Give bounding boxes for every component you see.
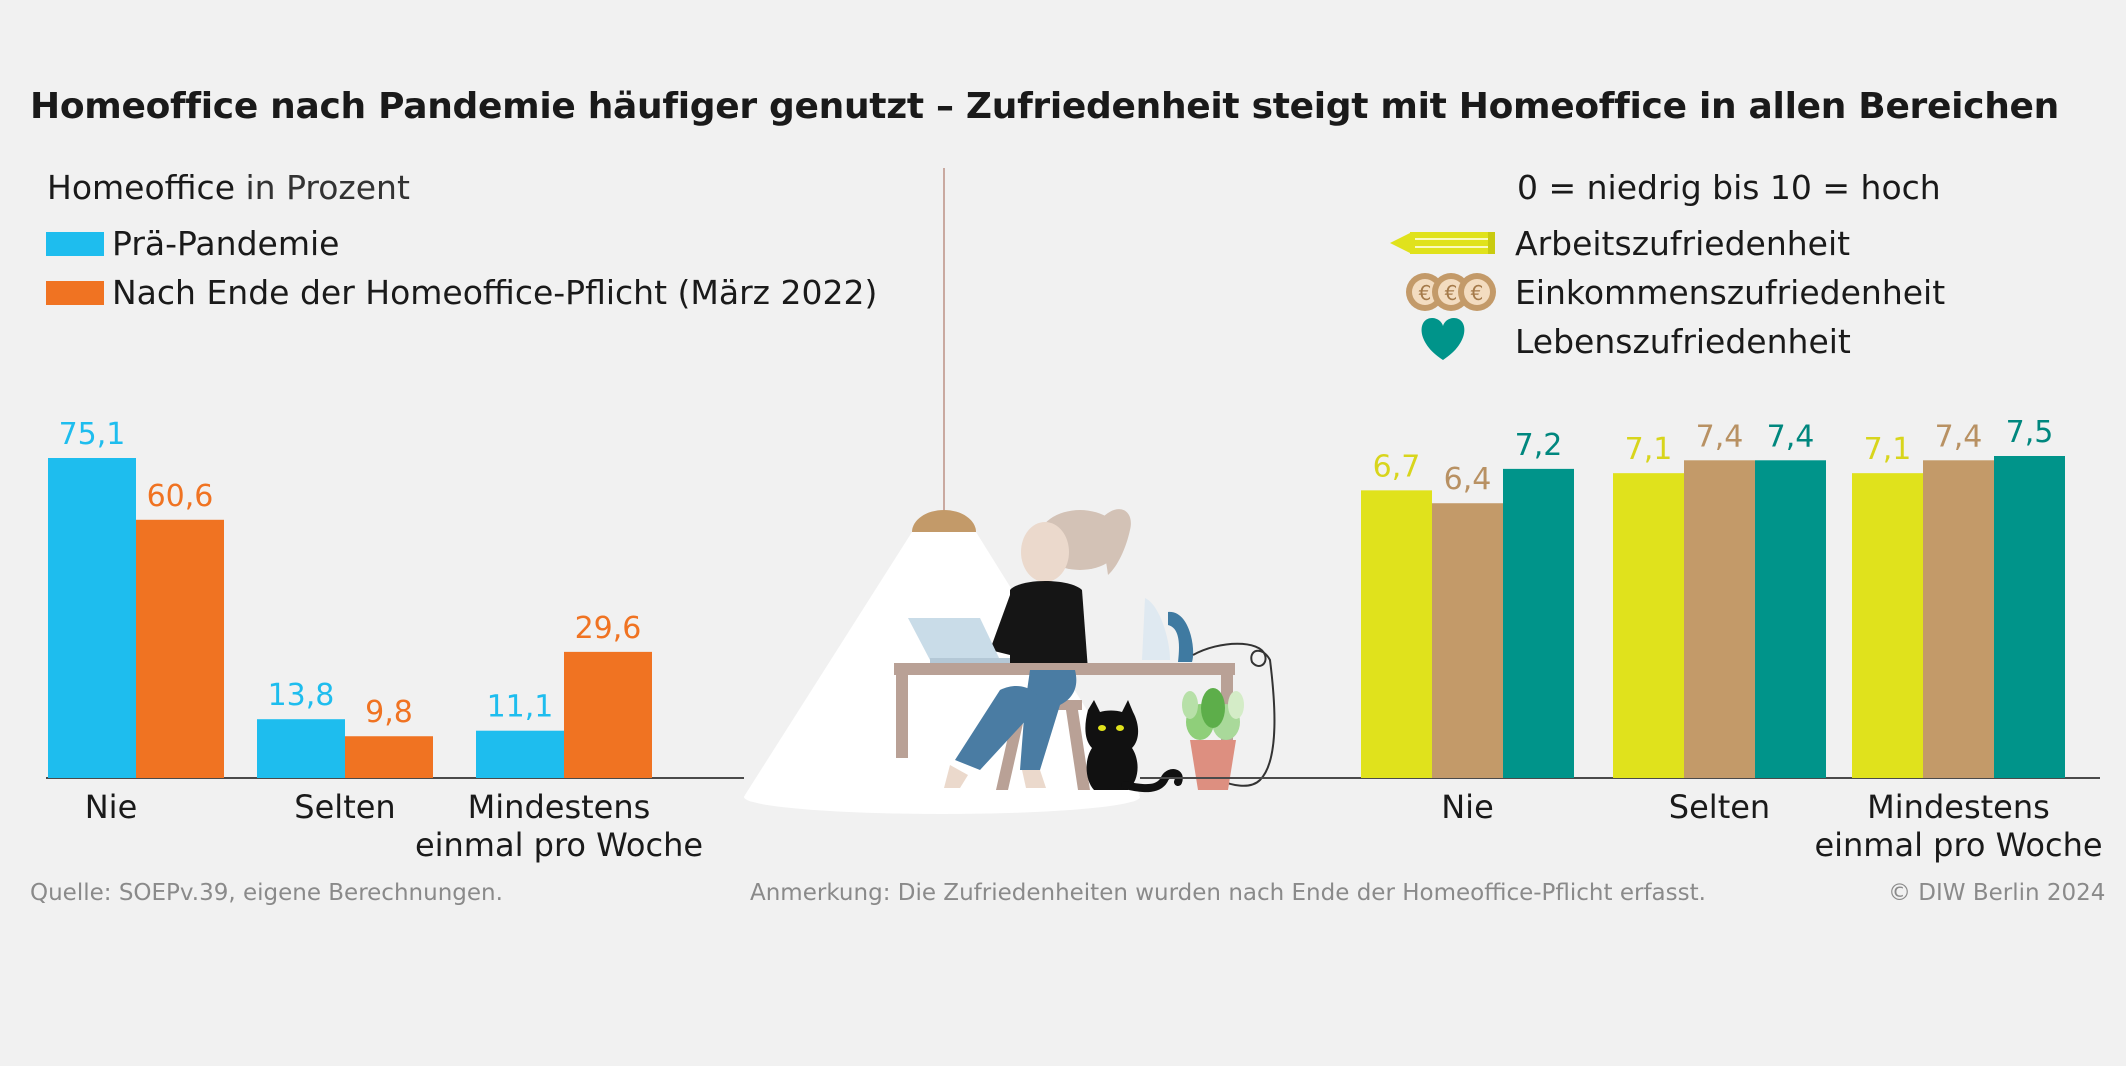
homeoffice-illustration [744, 168, 1276, 814]
right-chart-bars: 6,7 6,4 7,2 Nie 7,1 7,4 7,4 Selten 7,1 7,4 7,5 Mind… [1361, 415, 2103, 864]
bar-leben-1 [1755, 460, 1826, 778]
pencil-icon [1390, 232, 1495, 254]
footer-copyright: © DIW Berlin 2024 [1888, 880, 2106, 906]
bar-pre-2 [476, 730, 564, 778]
x-tick-label: Selten [294, 788, 395, 826]
bar-einkommen-1 [1684, 460, 1755, 778]
bar-value-label: 7,1 [1864, 432, 1912, 467]
x-tick-label: Mindestens [468, 788, 651, 826]
right-legend-heading: 0 = niedrig bis 10 = hoch [1517, 168, 1941, 207]
bar-value-label: 7,1 [1625, 432, 1673, 467]
bar-value-label: 7,4 [1935, 419, 1983, 454]
bar-value-label: 6,7 [1373, 449, 1421, 484]
bar-einkommen-2 [1923, 460, 1994, 778]
bar-value-label: 7,5 [2006, 415, 2054, 450]
legend-label-arbeit: Arbeitszufriedenheit [1515, 224, 1851, 263]
legend-item-post: Nach Ende der Homeoffice-Pflicht (März 2… [46, 273, 877, 312]
left-legend-heading-bold: Homeoffice [47, 168, 235, 207]
bar-value-label: 11,1 [487, 690, 554, 725]
x-tick-label: einmal pro Woche [415, 826, 703, 864]
bar-value-label: 9,8 [365, 695, 413, 730]
svg-text:€: € [1471, 281, 1484, 305]
left-legend-heading: Homeoffice in Prozent [47, 168, 410, 207]
heart-icon [1421, 318, 1465, 360]
bar-arbeit-0 [1361, 490, 1432, 778]
svg-text:€: € [1445, 281, 1458, 305]
legend-swatch-pre [46, 231, 104, 256]
x-tick-label: Nie [85, 788, 138, 826]
bar-leben-0 [1503, 468, 1574, 778]
bar-post-2 [564, 651, 652, 778]
x-tick-label: Mindestens [1867, 788, 2050, 826]
x-tick-label: Nie [1441, 788, 1494, 826]
chart-title: Homeoffice nach Pandemie häufiger genutz… [30, 86, 2059, 127]
legend-item-pre: Prä-Pandemie [46, 224, 339, 263]
footer-note: Anmerkung: Die Zufriedenheiten wurden na… [750, 880, 1706, 906]
svg-text:€: € [1419, 281, 1432, 305]
bar-pre-0 [48, 458, 136, 778]
bar-leben-2 [1994, 456, 2065, 778]
bar-value-label: 75,1 [59, 417, 126, 452]
legend-label-pre: Prä-Pandemie [112, 224, 340, 263]
bar-value-label: 13,8 [268, 678, 335, 713]
bar-value-label: 7,4 [1696, 419, 1744, 454]
bar-value-label: 7,4 [1767, 419, 1815, 454]
bar-einkommen-0 [1432, 503, 1503, 778]
x-tick-label: Selten [1669, 788, 1770, 826]
legend-label-leben: Lebenszufriedenheit [1515, 322, 1851, 361]
legend-label-einkommen: Einkommenszufriedenheit [1515, 273, 1946, 312]
bar-value-label: 6,4 [1444, 462, 1492, 497]
bar-value-label: 60,6 [147, 479, 214, 514]
legend-label-post: Nach Ende der Homeoffice-Pflicht (März 2… [112, 273, 878, 312]
bar-pre-1 [257, 719, 345, 778]
bar-post-0 [136, 519, 224, 778]
left-legend-heading-rest: in Prozent [235, 168, 410, 207]
bar-value-label: 29,6 [575, 611, 642, 646]
bar-post-1 [345, 736, 433, 778]
left-chart-bars: 75,1 60,6 Nie 13,8 9,8 Selten 11,1 29,6 Mindeste… [48, 417, 703, 864]
legend-swatch-post [46, 280, 104, 305]
bar-arbeit-2 [1852, 473, 1923, 778]
bar-value-label: 7,2 [1515, 428, 1563, 463]
bar-arbeit-1 [1613, 473, 1684, 778]
footer-source: Quelle: SOEPv.39, eigene Berechnungen. [30, 880, 503, 906]
x-tick-label: einmal pro Woche [1814, 826, 2102, 864]
coins-icon: € € € [1406, 273, 1496, 311]
